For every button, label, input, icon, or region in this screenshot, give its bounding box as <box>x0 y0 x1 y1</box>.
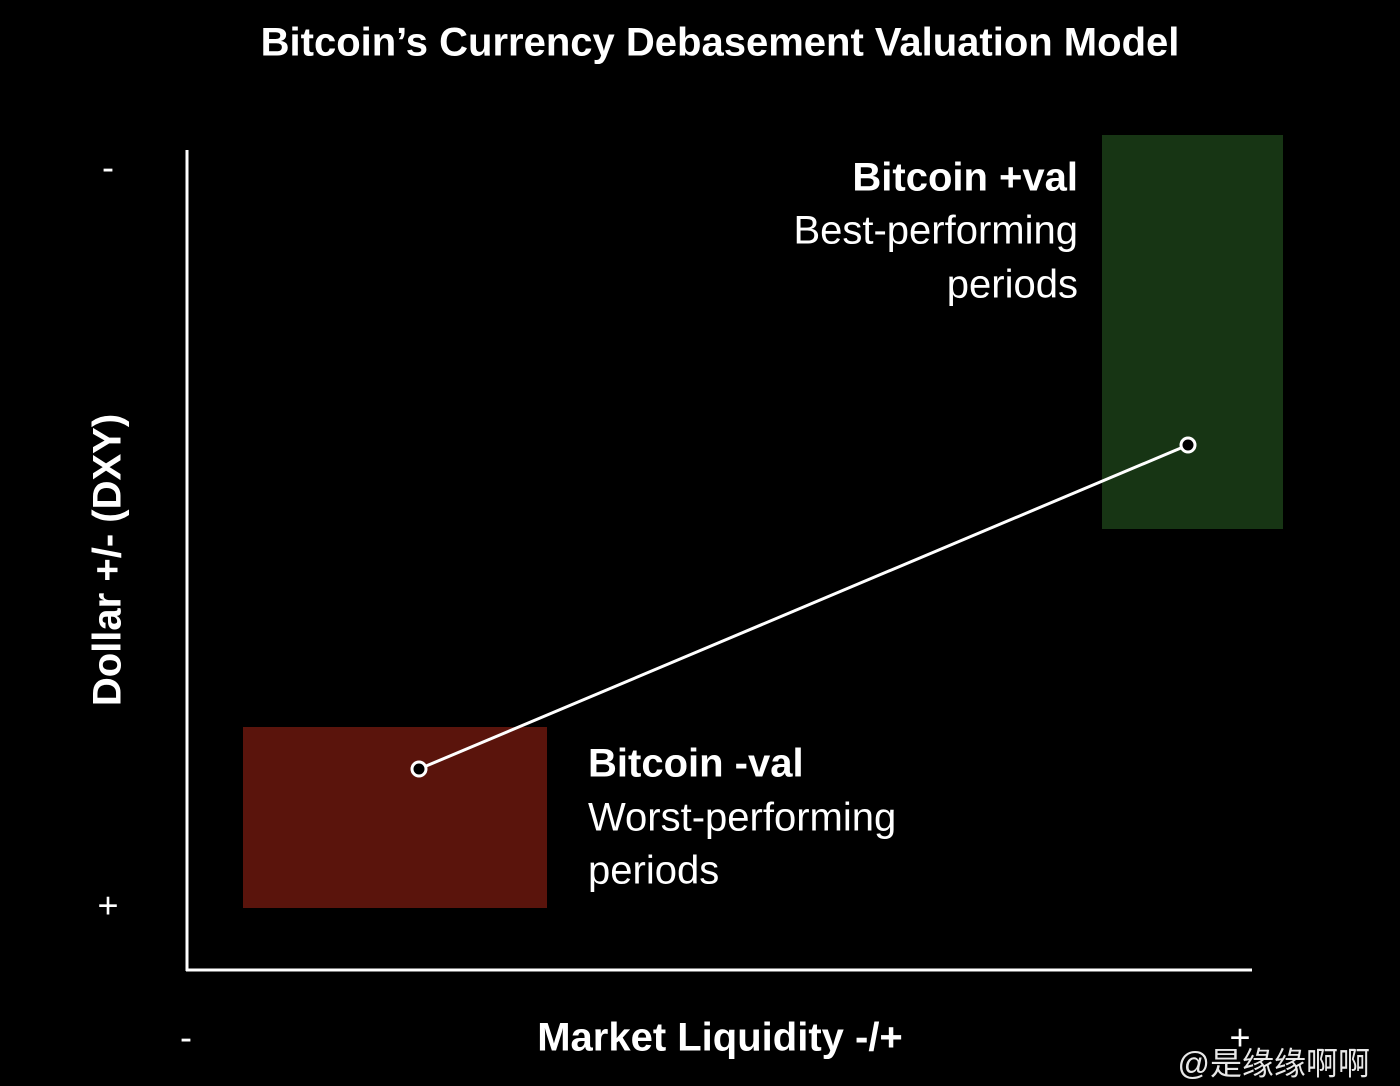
watermark: @是缘缘啊啊 <box>1178 1045 1371 1081</box>
best-region <box>1102 135 1283 529</box>
x-axis-label: Market Liquidity -/+ <box>537 1016 903 1060</box>
y-axis-label: Dollar +/- (DXY) <box>86 414 130 706</box>
worst-region <box>243 727 547 908</box>
region-text: periods <box>947 263 1078 307</box>
region-text: periods <box>588 849 719 893</box>
point <box>1179 436 1197 454</box>
connector <box>418 443 1189 771</box>
region-title: Bitcoin +val <box>852 156 1078 200</box>
point <box>410 760 428 778</box>
y-marker: - <box>102 147 114 188</box>
region-text: Best-performing <box>793 209 1078 253</box>
x-marker: + <box>1229 1017 1250 1058</box>
x-marker: - <box>180 1017 192 1058</box>
y-marker: + <box>97 885 118 926</box>
title: Bitcoin’s Currency Debasement Valuation … <box>261 21 1180 65</box>
region-title: Bitcoin -val <box>588 742 804 786</box>
region-text: Worst-performing <box>588 796 896 840</box>
